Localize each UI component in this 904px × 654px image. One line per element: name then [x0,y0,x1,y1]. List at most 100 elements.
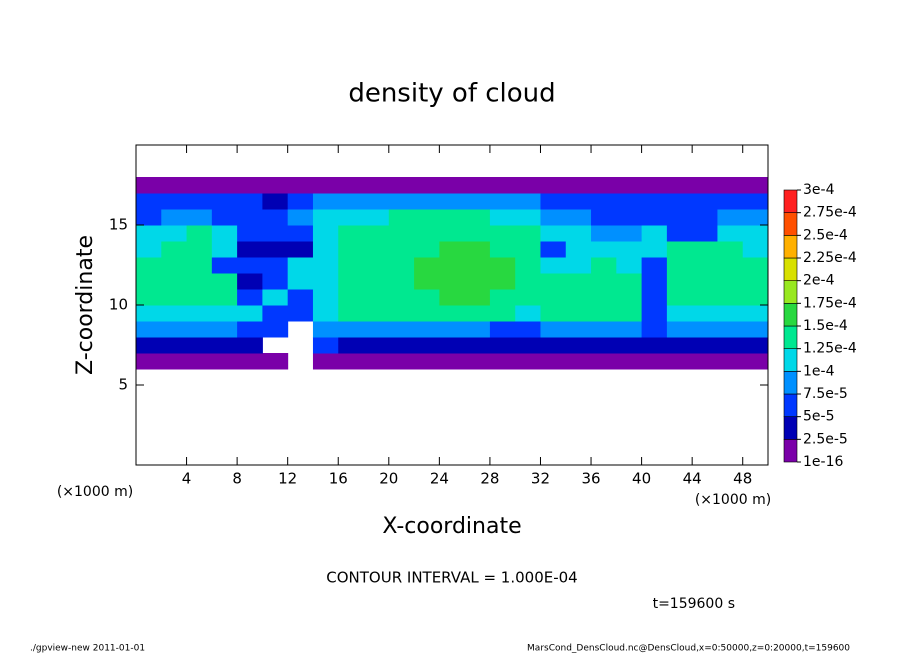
heat-cell [666,241,693,258]
heat-cell [363,321,390,338]
heat-cell [641,337,668,354]
heat-cell [136,241,162,258]
heat-cell [717,241,744,258]
y-tick-label: 5 [118,376,128,394]
heat-cell [515,177,541,194]
heat-cell [211,337,238,354]
heat-cell [388,273,415,290]
heat-cell [439,337,466,354]
heat-cell [515,209,541,226]
heat-cell [363,193,390,210]
colorbar-label: 1e-4 [803,363,835,379]
heat-cell [363,177,390,194]
heat-cell [312,321,339,338]
heat-cell [287,209,314,226]
heat-cell [262,209,289,226]
heat-cell [540,273,567,290]
axis-unit: (×1000 m) [57,484,133,500]
heat-cell [439,305,466,322]
heat-cell [237,273,263,290]
heat-cell [692,177,718,194]
heat-cell [338,305,365,322]
heat-cell [186,289,213,306]
heat-cell [211,273,238,290]
heat-cell [666,353,693,370]
heat-cell [161,337,188,354]
heat-cell [136,353,162,370]
heat-cell [515,225,541,242]
heat-cell [237,305,263,322]
heat-cell [540,321,567,338]
heat-cell [591,209,617,226]
x-tick-label: 36 [581,470,600,488]
heat-cell [692,353,718,370]
heat-cell [287,273,314,290]
heat-cell [211,257,238,274]
colorbar-label: 2.25e-4 [803,250,857,266]
heat-cell [338,337,365,354]
heat-cell [287,257,314,274]
heat-cell [338,241,365,258]
heat-cell [262,193,289,210]
heat-cell [717,321,744,338]
heat-cell [565,177,592,194]
heat-cell [742,321,769,338]
heat-cell [237,321,263,338]
heat-cell [489,257,516,274]
heat-cell [540,289,567,306]
heat-cell [464,337,491,354]
heat-cell [439,321,466,338]
heat-cell [161,257,188,274]
heat-cell [515,337,541,354]
heat-cell [237,225,263,242]
heat-cell [641,321,668,338]
y-axis-label: Z-coordinate [73,235,98,375]
colorbar-box [783,212,798,236]
heat-cell [312,273,339,290]
heat-cell [161,273,188,290]
heat-cell [161,305,188,322]
heat-cell [136,305,162,322]
heat-cell [262,257,289,274]
heat-cell [161,177,188,194]
heat-cell [237,257,263,274]
heat-cell [439,289,466,306]
heat-cell [414,353,440,370]
heat-cell [312,353,339,370]
heat-cell [363,273,390,290]
colorbar-box [783,257,798,281]
heat-cell [186,353,213,370]
heat-cell [363,353,390,370]
heat-cell [161,209,188,226]
x-tick-label: 28 [480,470,499,488]
heat-cell [489,353,516,370]
heat-cell [616,273,643,290]
heat-cell [211,321,238,338]
heat-cell [439,273,466,290]
heat-cell [742,353,769,370]
heat-cell [616,305,643,322]
heat-cell [641,193,668,210]
heat-cell [616,321,643,338]
heat-cell [464,241,491,258]
colorbar-label: 2e-4 [803,273,835,289]
heat-cell [414,337,440,354]
heat-cell [287,225,314,242]
heat-cell [161,289,188,306]
colorbar-box [783,393,798,417]
heat-cell [666,177,693,194]
colorbar-label: 2.5e-5 [803,431,848,447]
heat-cell [414,193,440,210]
heat-cell [464,225,491,242]
heat-cell [439,193,466,210]
heat-cell [237,209,263,226]
heat-cell [464,273,491,290]
heat-cell [388,257,415,274]
footer-right: MarsCond_DensCloud.nc@DensCloud,x=0:5000… [527,644,850,654]
heat-cell [666,257,693,274]
heat-cell [616,353,643,370]
x-tick-label: 4 [182,470,192,488]
heat-cell [641,241,668,258]
heat-cell [540,305,567,322]
heat-cell [186,225,213,242]
